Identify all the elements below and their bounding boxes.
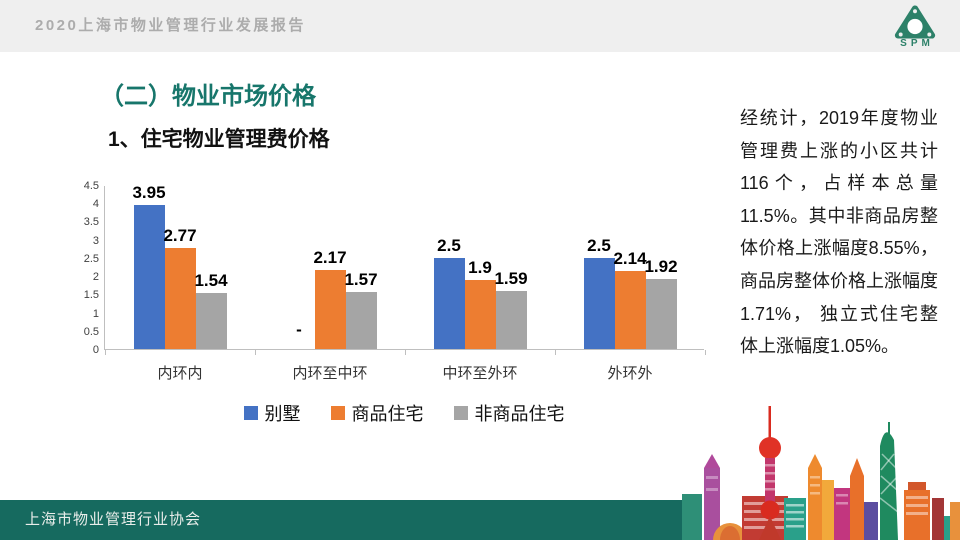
x-axis-tick-mark bbox=[554, 350, 556, 355]
bar-商品住宅-内环至中环 bbox=[314, 269, 346, 349]
y-axis-tick-label: 1 bbox=[92, 307, 99, 320]
bar-商品住宅-内环内 bbox=[164, 248, 196, 349]
x-axis-tick-mark bbox=[104, 350, 106, 355]
y-axis-tick-label: 4 bbox=[92, 198, 99, 211]
category-label: 内环至中环 bbox=[292, 365, 368, 382]
bar-value-label: 1.9 bbox=[468, 257, 492, 277]
y-axis-tick-label: 2.5 bbox=[83, 252, 99, 265]
report-title: 2020上海市物业管理行业发展报告 bbox=[35, 17, 306, 34]
bar-value-label: 1.92 bbox=[644, 257, 678, 277]
legend-label: 非商品住宅 bbox=[474, 404, 565, 424]
y-axis-tick-label: 3.5 bbox=[83, 216, 99, 229]
bar-value-label: 2.14 bbox=[613, 249, 647, 269]
bar-value-label: 3.95 bbox=[132, 183, 166, 203]
bar-非商品住宅-内环至中环 bbox=[345, 291, 377, 349]
bar-value-label: 1.59 bbox=[494, 269, 528, 289]
y-axis-tick-label: 1.5 bbox=[83, 289, 99, 302]
bar-商品住宅-中环至外环 bbox=[464, 279, 496, 349]
legend-swatch bbox=[243, 406, 258, 420]
bar-value-label: 2.5 bbox=[587, 235, 611, 255]
bar-别墅-中环至外环 bbox=[433, 257, 465, 349]
legend-swatch bbox=[330, 406, 345, 420]
bar-value-label: 2.77 bbox=[163, 226, 197, 246]
legend-swatch bbox=[453, 406, 468, 420]
y-axis-tick-label: 0 bbox=[92, 344, 99, 356]
bar-value-label: 2.5 bbox=[437, 235, 461, 255]
y-axis-tick-label: 3 bbox=[92, 234, 99, 247]
x-axis-tick-mark bbox=[254, 350, 256, 355]
header-band: 2020上海市物业管理行业发展报告 SPM bbox=[0, 0, 960, 52]
bar-value-label: 1.54 bbox=[194, 270, 228, 290]
x-axis-tick-mark bbox=[704, 350, 706, 355]
y-axis-tick-label: 2 bbox=[92, 271, 99, 284]
summary-paragraph: 经统计，2019年度物业管理费上涨的小区共计116个，占样本总量11.5%。其中… bbox=[740, 108, 938, 357]
bar-非商品住宅-内环内 bbox=[195, 292, 227, 349]
section-title: （二）物业市场价格 bbox=[100, 83, 316, 110]
legend-item-别墅: 别墅 bbox=[243, 400, 301, 426]
category-label: 内环内 bbox=[157, 365, 203, 382]
bar-value-label: 2.17 bbox=[313, 247, 347, 267]
y-axis-tick-label: 4.5 bbox=[83, 180, 99, 192]
y-axis-tick-label: 0.5 bbox=[83, 325, 99, 338]
chart-legend: 别墅 商品住宅 非商品住宅 bbox=[104, 400, 704, 426]
legend-label: 别墅 bbox=[264, 404, 301, 424]
bar-商品住宅-外环外 bbox=[614, 271, 646, 349]
legend-item-商品住宅: 商品住宅 bbox=[330, 400, 424, 426]
spm-logo: SPM bbox=[886, 5, 944, 51]
bar-value-label: - bbox=[296, 320, 302, 339]
bar-value-label: 1.57 bbox=[344, 269, 378, 289]
bar-别墅-内环内 bbox=[133, 205, 165, 349]
bar-非商品住宅-中环至外环 bbox=[495, 291, 527, 349]
legend-label: 商品住宅 bbox=[351, 404, 424, 424]
bar-chart: 0 0.5 1 1.5 2 2.5 3 3.5 4 4.5 3.95-2.5 2.5 2.77 2.17 1… bbox=[84, 180, 706, 382]
chart-plot-area: 0 0.5 1 1.5 2 2.5 3 3.5 4 4.5 3.95-2.5 2.5 2.77 2.17 1… bbox=[84, 180, 706, 382]
x-axis-tick-mark bbox=[404, 350, 406, 355]
bar-非商品住宅-外环外 bbox=[645, 279, 677, 349]
footer-org-name: 上海市物业管理行业协会 bbox=[25, 511, 202, 528]
spm-logo-icon bbox=[886, 5, 944, 39]
category-label: 外环外 bbox=[607, 365, 653, 382]
spm-logo-label: SPM bbox=[900, 38, 934, 49]
chart-subtitle: 1、住宅物业管理费价格 bbox=[108, 128, 330, 151]
shanghai-skyline-illustration bbox=[682, 398, 960, 540]
bar-别墅-外环外 bbox=[583, 257, 615, 349]
legend-item-非商品住宅: 非商品住宅 bbox=[453, 400, 565, 426]
category-label: 中环至外环 bbox=[442, 365, 518, 382]
